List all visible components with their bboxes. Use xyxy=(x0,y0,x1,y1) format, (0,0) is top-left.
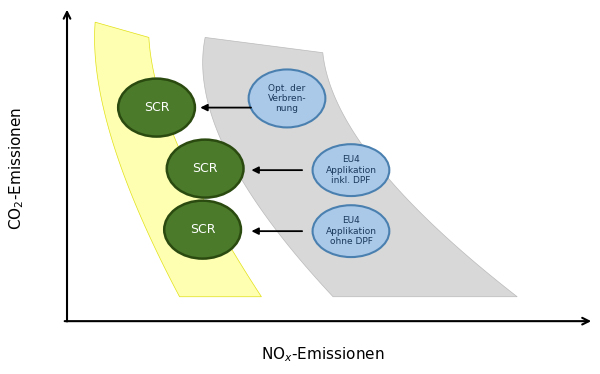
Text: EU4
Applikation
ohne DPF: EU4 Applikation ohne DPF xyxy=(325,216,376,246)
Ellipse shape xyxy=(167,140,244,197)
Text: Opt. der
Verbren-
nung: Opt. der Verbren- nung xyxy=(268,83,307,113)
Text: NO$_x$-Emissionen: NO$_x$-Emissionen xyxy=(261,346,385,364)
Ellipse shape xyxy=(248,70,325,128)
Ellipse shape xyxy=(313,205,389,257)
Ellipse shape xyxy=(313,144,389,196)
Polygon shape xyxy=(203,37,517,297)
Text: EU4
Applikation
inkl. DPF: EU4 Applikation inkl. DPF xyxy=(325,155,376,185)
Text: SCR: SCR xyxy=(193,162,218,175)
Ellipse shape xyxy=(118,79,195,137)
Text: SCR: SCR xyxy=(190,223,215,236)
Text: CO$_2$-Emissionen: CO$_2$-Emissionen xyxy=(7,107,26,230)
Text: SCR: SCR xyxy=(144,101,169,114)
Ellipse shape xyxy=(164,200,241,258)
Polygon shape xyxy=(95,22,262,297)
